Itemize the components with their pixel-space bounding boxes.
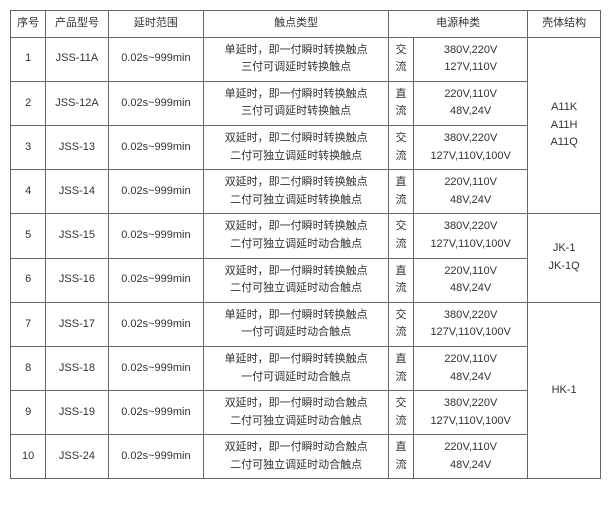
- col-shell: 壳体结构: [528, 11, 601, 38]
- cell-power-type: 直流: [389, 258, 414, 302]
- cell-power-volts: 380V,220V127V,110V,100V: [414, 214, 528, 258]
- header-row: 序号 产品型号 延时范围 触点类型 电源种类 壳体结构: [11, 11, 601, 38]
- cell-power-volts: 380V,220V127V,110V,100V: [414, 125, 528, 169]
- cell-model: JSS-24: [46, 435, 108, 479]
- cell-power-type: 交流: [389, 125, 414, 169]
- col-power: 电源种类: [389, 11, 528, 38]
- cell-contact: 单延时，即一付瞬时转换触点一付可调延时动合触点: [204, 302, 389, 346]
- cell-power-volts: 220V,110V48V,24V: [414, 346, 528, 390]
- cell-range: 0.02s~999min: [108, 302, 204, 346]
- table-row: 5JSS-150.02s~999min双延时，即一付瞬时转换触点二付可独立调延时…: [11, 214, 601, 258]
- cell-power-volts: 220V,110V48V,24V: [414, 435, 528, 479]
- cell-seq: 3: [11, 125, 46, 169]
- cell-range: 0.02s~999min: [108, 125, 204, 169]
- cell-power-volts: 220V,110V48V,24V: [414, 258, 528, 302]
- col-model: 产品型号: [46, 11, 108, 38]
- cell-range: 0.02s~999min: [108, 391, 204, 435]
- cell-range: 0.02s~999min: [108, 258, 204, 302]
- cell-shell: A11KA11HA11Q: [528, 37, 601, 214]
- cell-seq: 1: [11, 37, 46, 81]
- cell-shell: JK-1JK-1Q: [528, 214, 601, 302]
- cell-model: JSS-15: [46, 214, 108, 258]
- cell-range: 0.02s~999min: [108, 214, 204, 258]
- col-range: 延时范围: [108, 11, 204, 38]
- cell-contact: 双延时，即二付瞬时转换触点二付可独立调延时转换触点: [204, 170, 389, 214]
- cell-contact: 单延时，即一付瞬时转换触点一付可调延时动合触点: [204, 346, 389, 390]
- cell-model: JSS-17: [46, 302, 108, 346]
- table-row: 7JSS-170.02s~999min单延时，即一付瞬时转换触点一付可调延时动合…: [11, 302, 601, 346]
- cell-seq: 4: [11, 170, 46, 214]
- cell-range: 0.02s~999min: [108, 170, 204, 214]
- cell-power-type: 直流: [389, 346, 414, 390]
- cell-contact: 双延时，即一付瞬时转换触点二付可独立调延时动合触点: [204, 214, 389, 258]
- cell-model: JSS-18: [46, 346, 108, 390]
- table-row: 9JSS-190.02s~999min双延时，即一付瞬时动合触点二付可独立调延时…: [11, 391, 601, 435]
- cell-power-volts: 380V,220V127V,110V,100V: [414, 302, 528, 346]
- cell-contact: 双延时，即一付瞬时转换触点二付可独立调延时动合触点: [204, 258, 389, 302]
- cell-range: 0.02s~999min: [108, 37, 204, 81]
- cell-range: 0.02s~999min: [108, 346, 204, 390]
- cell-range: 0.02s~999min: [108, 435, 204, 479]
- cell-power-volts: 220V,110V48V,24V: [414, 170, 528, 214]
- cell-power-type: 交流: [389, 214, 414, 258]
- cell-power-type: 交流: [389, 302, 414, 346]
- cell-model: JSS-13: [46, 125, 108, 169]
- cell-contact: 双延时，即二付瞬时转换触点二付可独立调延时转换触点: [204, 125, 389, 169]
- cell-power-type: 交流: [389, 37, 414, 81]
- table-row: 8JSS-180.02s~999min单延时，即一付瞬时转换触点一付可调延时动合…: [11, 346, 601, 390]
- cell-seq: 6: [11, 258, 46, 302]
- cell-contact: 双延时，即一付瞬时动合触点二付可独立调延时动合触点: [204, 391, 389, 435]
- cell-seq: 9: [11, 391, 46, 435]
- table-row: 4JSS-140.02s~999min双延时，即二付瞬时转换触点二付可独立调延时…: [11, 170, 601, 214]
- cell-model: JSS-19: [46, 391, 108, 435]
- cell-power-type: 直流: [389, 435, 414, 479]
- cell-contact: 单延时，即一付瞬时转换触点三付可调延时转换触点: [204, 81, 389, 125]
- cell-model: JSS-11A: [46, 37, 108, 81]
- table-row: 1JSS-11A0.02s~999min单延时，即一付瞬时转换触点三付可调延时转…: [11, 37, 601, 81]
- cell-contact: 双延时，即一付瞬时动合触点二付可独立调延时动合触点: [204, 435, 389, 479]
- cell-seq: 8: [11, 346, 46, 390]
- cell-range: 0.02s~999min: [108, 81, 204, 125]
- cell-power-volts: 220V,110V48V,24V: [414, 81, 528, 125]
- cell-model: JSS-12A: [46, 81, 108, 125]
- cell-seq: 5: [11, 214, 46, 258]
- spec-table: 序号 产品型号 延时范围 触点类型 电源种类 壳体结构 1JSS-11A0.02…: [10, 10, 601, 479]
- cell-power-type: 直流: [389, 81, 414, 125]
- cell-model: JSS-16: [46, 258, 108, 302]
- col-seq: 序号: [11, 11, 46, 38]
- cell-shell: HK-1: [528, 302, 601, 479]
- cell-seq: 7: [11, 302, 46, 346]
- cell-power-volts: 380V,220V127V,110V,100V: [414, 391, 528, 435]
- table-row: 2JSS-12A0.02s~999min单延时，即一付瞬时转换触点三付可调延时转…: [11, 81, 601, 125]
- cell-seq: 2: [11, 81, 46, 125]
- table-row: 3JSS-130.02s~999min双延时，即二付瞬时转换触点二付可独立调延时…: [11, 125, 601, 169]
- cell-power-type: 直流: [389, 170, 414, 214]
- table-row: 10JSS-240.02s~999min双延时，即一付瞬时动合触点二付可独立调延…: [11, 435, 601, 479]
- cell-contact: 单延时，即一付瞬时转换触点三付可调延时转换触点: [204, 37, 389, 81]
- cell-model: JSS-14: [46, 170, 108, 214]
- cell-seq: 10: [11, 435, 46, 479]
- cell-power-type: 交流: [389, 391, 414, 435]
- cell-power-volts: 380V,220V127V,110V: [414, 37, 528, 81]
- col-contact: 触点类型: [204, 11, 389, 38]
- table-row: 6JSS-160.02s~999min双延时，即一付瞬时转换触点二付可独立调延时…: [11, 258, 601, 302]
